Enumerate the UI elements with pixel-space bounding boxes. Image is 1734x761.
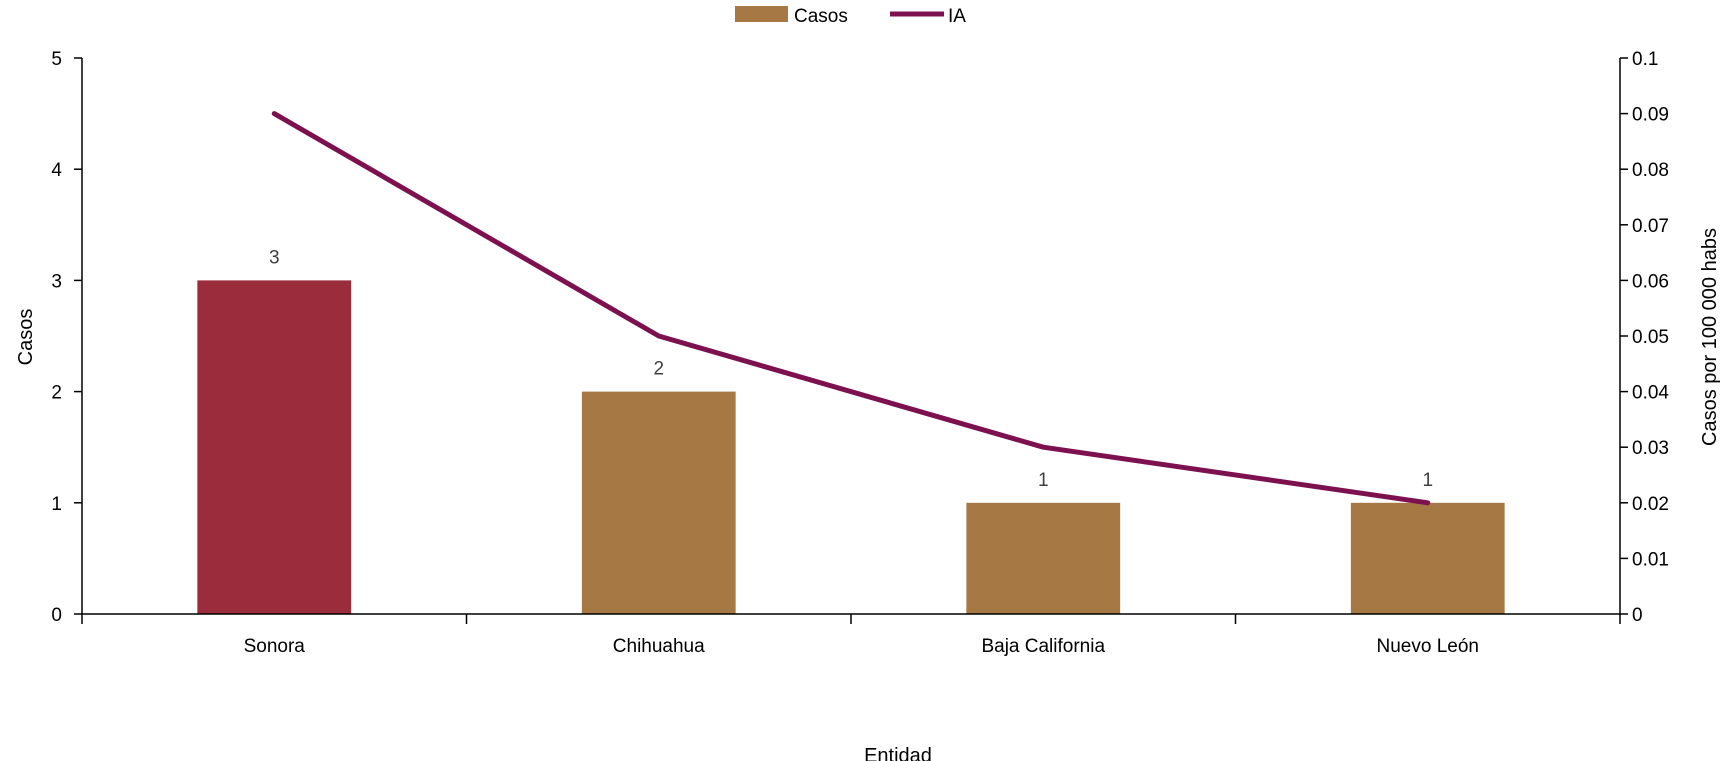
y2-tick-label: 0.06: [1632, 271, 1669, 292]
bar-4: [1350, 502, 1505, 614]
y2-axis-title: Casos por 100 000 habs: [1699, 228, 1721, 446]
legend: Casos IA: [735, 6, 966, 27]
x-tick-label: Sonora: [244, 636, 306, 657]
y2-tick-label: 0.01: [1632, 549, 1669, 570]
legend-label-ia: IA: [948, 6, 966, 27]
bar-data-label: 3: [269, 247, 280, 268]
x-axis-title: Entidad: [864, 745, 932, 761]
bar-3: [966, 502, 1121, 614]
y-tick-label: 5: [51, 49, 62, 70]
y2-tick-label: 0.03: [1632, 438, 1669, 459]
y-tick-label: 2: [51, 383, 62, 404]
y-tick-label: 3: [51, 271, 62, 292]
y2-tick-label: 0.07: [1632, 216, 1669, 237]
y2-tick-label: 0.02: [1632, 494, 1669, 515]
legend-swatch-casos: [735, 6, 788, 22]
y2-tick-label: 0.08: [1632, 160, 1669, 181]
y-axis-title: Casos: [15, 309, 37, 366]
y-tick-label: 0: [51, 605, 62, 626]
plot-area: 0 1 2 3 4 5 0 0.01 0.02 0.03 0.04 0.05 0.06 0.07 0.08 0…: [51, 49, 1669, 657]
y2-tick-label: 0.09: [1632, 105, 1669, 126]
y2-tick-label: 0: [1632, 605, 1643, 626]
x-tick-label: Nuevo León: [1377, 636, 1479, 657]
bar-data-label: 1: [1422, 470, 1433, 491]
y-tick-label: 1: [51, 494, 62, 515]
y-tick-label: 4: [51, 160, 62, 181]
bar-data-label: 1: [1038, 470, 1049, 491]
bar-2: [581, 391, 736, 614]
y2-tick-label: 0.05: [1632, 327, 1669, 348]
y2-tick-label: 0.04: [1632, 383, 1669, 404]
bar-1: [197, 280, 352, 614]
line-series-ia: [271, 111, 1431, 506]
legend-label-casos: Casos: [794, 6, 848, 27]
x-tick-label: Chihuahua: [613, 636, 705, 657]
bar-data-label: 2: [653, 359, 664, 380]
y2-tick-label: 0.1: [1632, 49, 1658, 70]
x-tick-label: Baja California: [981, 636, 1105, 657]
